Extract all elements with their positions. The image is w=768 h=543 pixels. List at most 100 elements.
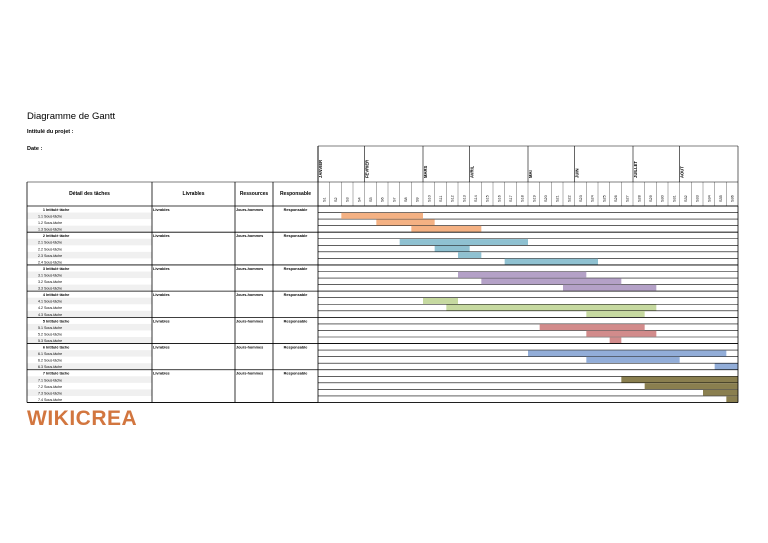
subtask-number: 5.1	[38, 326, 43, 330]
week-label: S5	[369, 197, 373, 202]
task-number: 5	[43, 319, 45, 323]
subtask-number: 2.4	[38, 260, 43, 264]
subtask-number: 3.3	[38, 287, 43, 291]
week-label: S3	[346, 197, 350, 202]
task-responsable: Responsable	[284, 346, 308, 350]
row-shade	[27, 363, 152, 370]
subtask-label: Sous-tâche	[44, 352, 62, 356]
gantt-bar	[539, 324, 645, 331]
month-label: JUILLET	[633, 161, 638, 178]
subtask-label: Sous-tâche	[44, 332, 62, 336]
row-shade	[27, 238, 152, 246]
gantt-bar	[586, 356, 680, 363]
subtask-label: Sous-tâche	[44, 215, 62, 219]
week-label: S12	[451, 195, 455, 202]
subtask-number: 5.3	[38, 339, 43, 343]
task-ressource: Jours-hommes	[236, 293, 263, 297]
task-livrable: Livrables	[153, 208, 170, 212]
subtask-number: 4.2	[38, 306, 43, 310]
month-label: JANVIER	[318, 160, 323, 178]
week-label: S36	[731, 195, 735, 202]
task-title: Intitulé tâche	[46, 234, 69, 238]
week-label: S2	[334, 197, 338, 202]
week-label: S22	[567, 195, 571, 202]
gantt-bar	[376, 219, 435, 226]
task-title: Intitulé tâche	[46, 208, 69, 212]
task-responsable: Responsable	[284, 234, 308, 238]
gantt-bar	[434, 245, 470, 252]
week-label: S23	[579, 195, 583, 202]
subtask-number: 4.3	[38, 313, 43, 317]
task-title: Intitulé tâche	[46, 319, 69, 323]
gantt-bar	[644, 383, 738, 390]
week-label: S21	[556, 195, 560, 202]
task-responsable: Responsable	[284, 319, 308, 323]
subtask-number: 6.3	[38, 365, 43, 369]
week-label: S28	[637, 195, 641, 202]
subtask-number: 7.2	[38, 385, 43, 389]
month-label: FEVRIER	[365, 160, 370, 178]
month-label: MARS	[423, 165, 428, 178]
subtask-number: 3.2	[38, 280, 43, 284]
subtask-number: 5.2	[38, 332, 43, 336]
week-label: S20	[544, 195, 548, 202]
subtask-label: Sous-tâche	[44, 398, 62, 402]
week-label: S4	[357, 197, 361, 202]
subtask-label: Sous-tâche	[44, 280, 62, 284]
week-label: S33	[696, 195, 700, 202]
task-number: 2	[43, 234, 45, 238]
gantt-bar	[609, 337, 622, 344]
subtask-number: 1.2	[38, 221, 43, 225]
week-label: S16	[497, 195, 501, 202]
gantt-bar	[458, 271, 587, 278]
week-label: S30	[661, 195, 665, 202]
task-ressource: Jours-hommes	[236, 346, 263, 350]
subtask-label: Sous-tâche	[44, 359, 62, 363]
task-livrable: Livrables	[153, 267, 170, 271]
task-responsable: Responsable	[284, 208, 308, 212]
subtask-label: Sous-tâche	[44, 287, 62, 291]
task-responsable: Responsable	[284, 267, 308, 271]
task-number: 3	[43, 267, 45, 271]
gantt-bar	[586, 330, 657, 337]
month-label: JUIN	[575, 168, 580, 178]
gantt-bar	[714, 363, 738, 370]
subtask-label: Sous-tâche	[44, 247, 62, 251]
week-label: S1	[322, 197, 326, 202]
task-ressource: Jours-hommes	[236, 267, 263, 271]
row-shade	[27, 323, 152, 331]
gantt-bar	[458, 252, 482, 259]
subtask-label: Sous-tâche	[44, 254, 62, 258]
column-header-responsable: Responsable	[280, 191, 311, 197]
subtask-number: 6.1	[38, 352, 43, 356]
subtask-label: Sous-tâche	[44, 241, 62, 245]
subtask-label: Sous-tâche	[44, 385, 62, 389]
subtask-number: 7.3	[38, 391, 43, 395]
gantt-bar	[726, 396, 738, 403]
subtask-label: Sous-tâche	[44, 300, 62, 304]
gantt-bar	[481, 278, 622, 285]
subtask-label: Sous-tâche	[44, 260, 62, 264]
subtask-number: 7.1	[38, 378, 43, 382]
logo-wordmark: WIKICREA	[27, 407, 137, 430]
task-ressource: Jours-hommes	[236, 234, 263, 238]
week-label: S17	[509, 195, 513, 202]
gantt-bar	[563, 284, 657, 291]
subtask-number: 3.1	[38, 273, 43, 277]
subtask-label: Sous-tâche	[44, 221, 62, 225]
week-label: S13	[462, 195, 466, 202]
task-livrable: Livrables	[153, 293, 170, 297]
gantt-bar	[446, 304, 657, 311]
subtask-label: Sous-tâche	[44, 326, 62, 330]
week-label: S27	[626, 195, 630, 202]
week-label: S15	[486, 195, 490, 202]
subtask-number: 2.3	[38, 254, 43, 258]
week-label: S8	[404, 197, 408, 202]
gantt-bar	[528, 350, 727, 357]
task-title: Intitulé tâche	[46, 372, 69, 376]
task-ressource: Jours-hommes	[236, 208, 263, 212]
week-label: S25	[602, 195, 606, 202]
task-title: Intitulé tâche	[46, 293, 69, 297]
month-label: AOUT	[680, 166, 685, 178]
row-shade	[27, 212, 152, 220]
